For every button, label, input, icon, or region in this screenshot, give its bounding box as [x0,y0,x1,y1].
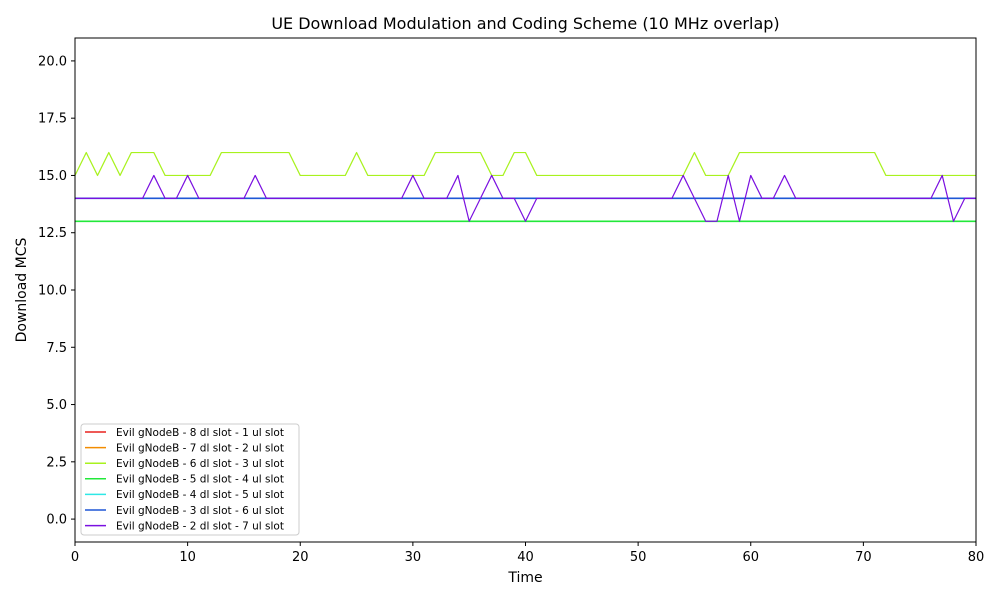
series-layer [75,151,976,223]
x-tick-label: 80 [968,550,985,565]
x-tick-label: 20 [292,550,309,565]
y-tick-label: 5.0 [46,398,67,413]
y-tick-label: 2.5 [46,455,67,470]
y-tick-label: 0.0 [46,513,67,528]
y-tick-label: 20.0 [38,54,67,69]
y-tick-label: 7.5 [46,341,67,356]
y-axis-label: Download MCS [14,237,30,342]
x-tick-label: 30 [405,550,422,565]
chart-title: UE Download Modulation and Coding Scheme… [271,14,779,33]
y-tick-label: 15.0 [38,169,67,184]
legend-label: Evil gNodeB - 6 dl slot - 3 ul slot [116,458,284,470]
legend-label: Evil gNodeB - 2 dl slot - 7 ul slot [116,520,284,532]
legend-box [80,423,300,536]
y-tick-label: 17.5 [38,112,67,127]
legend-label: Evil gNodeB - 8 dl slot - 1 ul slot [116,427,284,439]
x-tick-label: 10 [179,550,196,565]
legend-label: Evil gNodeB - 3 dl slot - 6 ul slot [116,505,284,517]
x-tick-label: 40 [517,550,534,565]
legend: Evil gNodeB - 8 dl slot - 1 ul slot Evil … [80,423,300,536]
legend-label: Evil gNodeB - 4 dl slot - 5 ul slot [116,489,284,501]
legend-label: Evil gNodeB - 5 dl slot - 4 ul slot [116,474,284,486]
series-line-evil-gnodeb-6-dl-slot-3-ul-slot [75,151,976,177]
y-tick-label: 12.5 [38,226,67,241]
x-axis-label: Time [507,570,542,586]
x-tick-label: 60 [742,550,759,565]
x-tick-label: 0 [71,550,79,565]
x-tick-label: 70 [855,550,872,565]
x-tick-label: 50 [630,550,647,565]
x-axis: 0 10 20 30 40 50 60 70 80 [71,542,984,565]
y-tick-label: 10.0 [38,284,67,299]
series-line-evil-gnodeb-2-dl-slot-7-ul-slot [75,174,976,222]
legend-label: Evil gNodeB - 7 dl slot - 2 ul slot [116,442,284,454]
y-axis: 0.0 2.5 5.0 7.5 10.0 12.5 15.0 17.5 20.0 [38,54,75,528]
